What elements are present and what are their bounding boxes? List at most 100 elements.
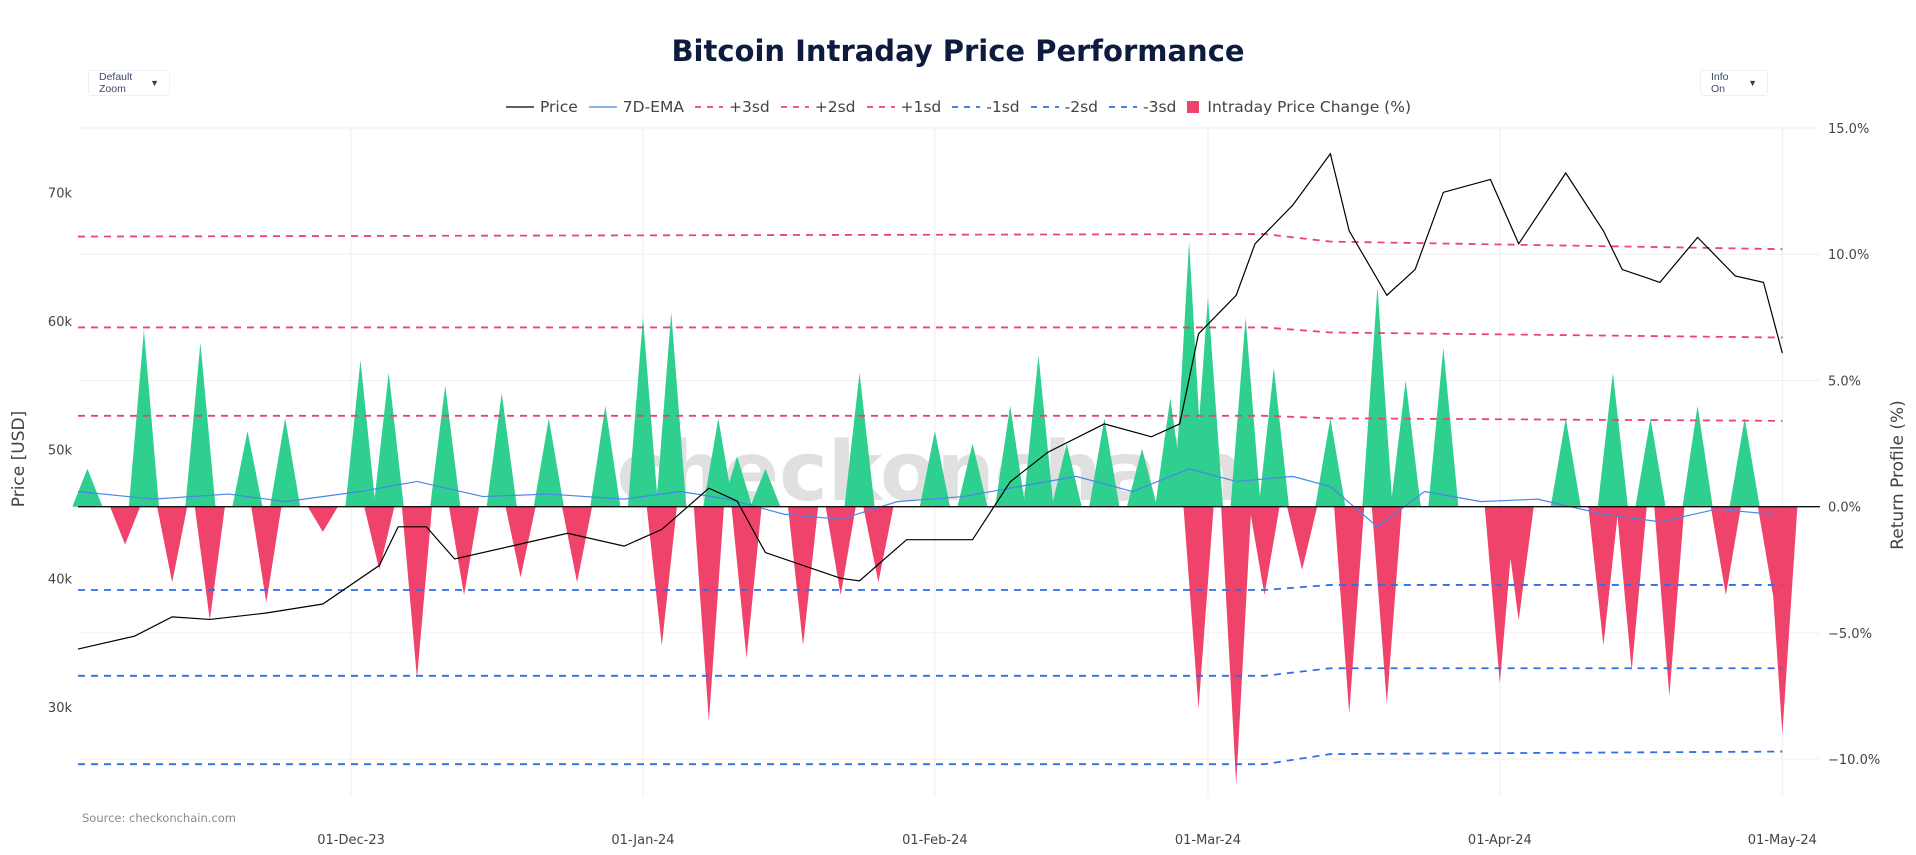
intraday-bar[interactable] (787, 506, 819, 646)
legend-item[interactable]: +1sd (866, 98, 942, 116)
intraday-bar[interactable] (1362, 287, 1393, 507)
legend-item[interactable]: -1sd (951, 98, 1020, 116)
legend-item[interactable]: 7D-EMA (588, 98, 684, 116)
y2-tick-label: 0.0% (1828, 501, 1861, 516)
legend-item[interactable]: -2sd (1030, 98, 1098, 116)
legend-swatch-icon (694, 106, 723, 108)
intraday-bar[interactable] (1729, 418, 1760, 507)
sd-band-minus2sd[interactable] (78, 667, 1783, 677)
intraday-bar[interactable] (957, 443, 988, 507)
intraday-bar[interactable] (373, 372, 404, 507)
legend-item[interactable]: Price (505, 98, 578, 116)
intraday-bar[interactable] (1682, 405, 1713, 507)
sd-band-plus3sd[interactable] (77, 233, 1783, 251)
intraday-bar[interactable] (194, 506, 225, 621)
intraday-bar[interactable] (627, 317, 659, 507)
intraday-bar[interactable] (703, 418, 734, 507)
intraday-bar[interactable] (1588, 506, 1619, 646)
intraday-bar[interactable] (1315, 418, 1346, 507)
intraday-bar[interactable] (1089, 418, 1120, 507)
intraday-bar[interactable] (1635, 418, 1666, 507)
intraday-bar[interactable] (1428, 347, 1459, 507)
intraday-bar[interactable] (1334, 506, 1365, 714)
y2-tick-label: −10.0% (1828, 753, 1880, 768)
intraday-bar[interactable] (1484, 506, 1515, 684)
intraday-bar[interactable] (430, 385, 461, 507)
y-tick-label: 70k (48, 186, 73, 201)
intraday-bar[interactable] (1390, 380, 1421, 507)
legend-label: +1sd (900, 98, 942, 116)
chart-title: Bitcoin Intraday Price Performance (671, 34, 1245, 68)
intraday-bar[interactable] (307, 506, 338, 532)
intraday-bar[interactable] (1616, 506, 1647, 671)
legend-label: Price (539, 98, 578, 116)
intraday-bar[interactable] (1249, 506, 1280, 596)
intraday-bar[interactable] (590, 405, 621, 507)
intraday-bar[interactable] (185, 342, 216, 507)
intraday-bar[interactable] (345, 360, 376, 507)
intraday-bar[interactable] (448, 506, 480, 596)
y-axis-label: Price [USD] (9, 411, 29, 507)
intraday-bar[interactable] (72, 468, 103, 507)
intraday-bar[interactable] (1767, 506, 1798, 734)
price-line[interactable] (77, 152, 1783, 650)
intraday-bar[interactable] (863, 506, 894, 583)
intraday-bar[interactable] (1183, 506, 1214, 709)
y2-tick-label: 10.0% (1828, 248, 1869, 263)
intraday-bar[interactable] (995, 405, 1026, 507)
intraday-bar[interactable] (1597, 372, 1628, 507)
x-tick-label: 01-Dec-23 (317, 833, 385, 848)
x-tick-label: 01-May-24 (1748, 833, 1817, 848)
intraday-bar[interactable] (1174, 241, 1205, 507)
intraday-bar[interactable] (1023, 355, 1054, 507)
intraday-bar[interactable] (1287, 506, 1318, 570)
intraday-bar[interactable] (656, 312, 687, 507)
intraday-bar[interactable] (1371, 506, 1402, 704)
intraday-bar[interactable] (232, 430, 263, 507)
intraday-bar[interactable] (844, 372, 875, 507)
legend-swatch-icon (588, 106, 617, 108)
legend-item[interactable]: +2sd (780, 98, 856, 116)
intraday-bar[interactable] (505, 506, 536, 578)
intraday-bar[interactable] (401, 506, 433, 679)
intraday-bar[interactable] (157, 506, 188, 583)
sd-band-minus3sd[interactable] (78, 750, 1783, 766)
intraday-bar[interactable] (693, 506, 724, 722)
intraday-bar[interactable] (722, 456, 753, 507)
intraday-bar[interactable] (364, 506, 395, 570)
legend-item[interactable]: -3sd (1108, 98, 1176, 116)
intraday-bar[interactable] (1503, 506, 1534, 621)
legend-item[interactable]: +3sd (694, 98, 770, 116)
intraday-bar[interactable] (533, 418, 564, 507)
intraday-bar[interactable] (561, 506, 593, 583)
ema-line[interactable] (77, 468, 1773, 528)
intraday-bar[interactable] (731, 506, 762, 659)
intraday-bar[interactable] (1051, 443, 1082, 507)
zoom-dropdown[interactable]: Default Zoom ▼ (88, 70, 170, 96)
intraday-bar[interactable] (825, 506, 856, 596)
intraday-bar[interactable] (919, 430, 950, 507)
x-tick-label: 01-Feb-24 (902, 833, 967, 848)
sd-band-plus2sd[interactable] (78, 326, 1783, 339)
intraday-bar[interactable] (1654, 506, 1685, 697)
intraday-bar[interactable] (486, 393, 517, 507)
intraday-bar[interactable] (646, 506, 677, 646)
y2-tick-label: 15.0% (1828, 122, 1869, 137)
intraday-bar[interactable] (1221, 506, 1252, 785)
intraday-bar[interactable] (1258, 367, 1289, 507)
intraday-bar[interactable] (251, 506, 282, 603)
intraday-bar[interactable] (110, 506, 141, 545)
sd-band-minus1sd[interactable] (78, 584, 1783, 591)
intraday-bar[interactable] (1126, 448, 1158, 507)
intraday-bar[interactable] (270, 418, 301, 507)
intraday-bar[interactable] (1192, 297, 1224, 507)
intraday-bar[interactable] (1550, 418, 1581, 507)
info-dropdown[interactable]: Info On ▼ (1700, 70, 1768, 96)
legend-item[interactable]: Intraday Price Change (%) (1186, 98, 1411, 116)
intraday-bar[interactable] (128, 329, 159, 507)
intraday-bar[interactable] (1230, 317, 1261, 507)
intraday-bar[interactable] (1710, 506, 1741, 596)
sd-band-plus1sd[interactable] (78, 414, 1783, 422)
intraday-bar[interactable] (750, 468, 781, 507)
